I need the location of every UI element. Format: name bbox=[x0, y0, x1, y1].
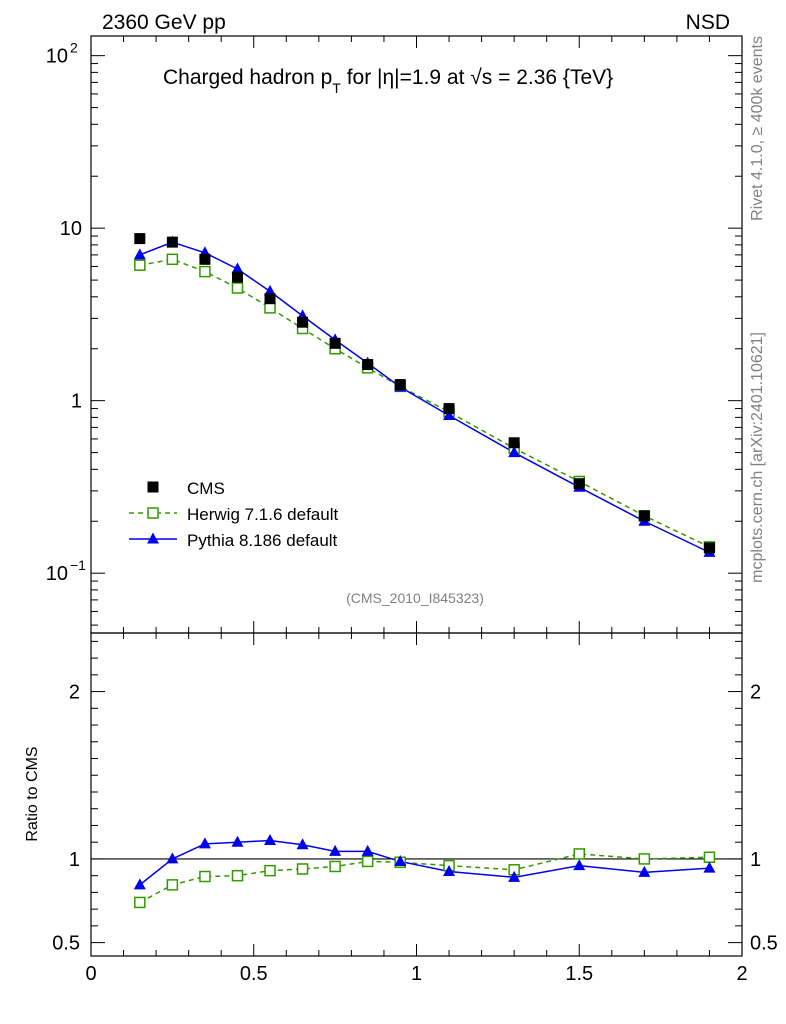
legend-marker-cms bbox=[147, 481, 159, 493]
x-tick-label: 0 bbox=[85, 963, 96, 985]
herwig-ratio-point bbox=[134, 896, 146, 909]
header-right: NSD bbox=[686, 11, 730, 34]
y-tick-label: 10 bbox=[46, 563, 68, 585]
ratio-y-tick-label: 0.5 bbox=[52, 933, 80, 955]
herwig-ratio-point bbox=[199, 870, 211, 883]
pythia-point bbox=[443, 409, 456, 421]
herwig-point bbox=[199, 265, 211, 278]
legend-label-cms: CMS bbox=[187, 479, 225, 498]
cms-point bbox=[264, 293, 276, 305]
cms-point bbox=[638, 510, 650, 522]
legend-marker-herwig bbox=[147, 507, 159, 519]
cms-point bbox=[508, 437, 520, 449]
pythia-ratio-point bbox=[296, 838, 309, 850]
herwig-ratio-point bbox=[361, 855, 374, 868]
pythia-point bbox=[231, 262, 244, 274]
cms-point bbox=[362, 359, 374, 371]
pythia-ratio-point bbox=[231, 835, 244, 847]
pythia-ratio-point bbox=[264, 834, 277, 846]
pythia-point bbox=[264, 284, 277, 296]
pythia-point bbox=[133, 248, 146, 260]
cms-point bbox=[297, 316, 309, 328]
header-left: 2360 GeV pp bbox=[102, 11, 226, 34]
herwig-main-line bbox=[139, 258, 710, 548]
pythia-point bbox=[508, 446, 521, 458]
legend-label-pythia: Pythia 8.186 default bbox=[187, 531, 338, 550]
x-tick-label: 1 bbox=[411, 963, 422, 985]
herwig-ratio-point bbox=[638, 853, 651, 865]
y-tick-label: 10 bbox=[46, 46, 68, 68]
herwig-ratio-point bbox=[264, 864, 276, 877]
legend-label-herwig: Herwig 7.1.6 default bbox=[187, 505, 338, 524]
pythia-ratio-point bbox=[508, 870, 521, 882]
cms-point bbox=[573, 478, 585, 490]
pythia-ratio-point bbox=[133, 878, 146, 890]
x-tick-label: 0.5 bbox=[240, 963, 268, 985]
ratio-y-axis-label: Ratio to CMS bbox=[24, 746, 41, 841]
herwig-ratio-point bbox=[329, 860, 341, 873]
rivet-label: Rivet 4.1.0, ≥ 400k events bbox=[749, 36, 766, 221]
cms-point bbox=[329, 337, 341, 349]
cms-point bbox=[443, 403, 455, 415]
y-tick-label: 1 bbox=[71, 391, 82, 413]
mcplots-label: mcplots.cern.ch [arXiv:2401.10621] bbox=[749, 332, 766, 583]
herwig-point bbox=[166, 253, 179, 266]
cms-point bbox=[394, 379, 406, 391]
cms-point bbox=[199, 253, 211, 265]
cms-point bbox=[166, 236, 178, 248]
y-tick-label: 10 bbox=[60, 218, 82, 240]
chart-title: Charged hadron pT for |η|=1.9 at √s = 2.… bbox=[163, 66, 613, 96]
ratio-y-tick-label: 2 bbox=[69, 682, 80, 704]
herwig-ratio-point bbox=[166, 879, 179, 891]
x-tick-label: 1.5 bbox=[565, 963, 593, 985]
pythia-ratio-point bbox=[166, 852, 179, 864]
pythia-ratio-point bbox=[394, 854, 407, 866]
herwig-ratio-point bbox=[296, 863, 309, 875]
ratio-plot-frame bbox=[90, 632, 743, 957]
cms-point bbox=[134, 233, 146, 245]
herwig-ratio-point bbox=[231, 869, 244, 882]
herwig-point bbox=[264, 302, 276, 314]
y-tick-exponent: −1 bbox=[70, 557, 86, 573]
herwig-ratio-line bbox=[139, 853, 710, 904]
pythia-ratio-line bbox=[139, 839, 710, 886]
herwig-point bbox=[231, 282, 244, 294]
x-tick-label: 2 bbox=[736, 963, 747, 985]
analysis-id: (CMS_2010_I845323) bbox=[346, 590, 484, 606]
pythia-ratio-point bbox=[198, 837, 211, 849]
herwig-ratio-point bbox=[703, 851, 716, 864]
herwig-ratio-point bbox=[573, 848, 585, 860]
pythia-ratio-point bbox=[361, 844, 374, 856]
ratio-y-tick-label: 1 bbox=[69, 849, 80, 871]
legend-marker-pythia bbox=[147, 532, 159, 544]
ratio-y-tick-label-right: 2 bbox=[750, 682, 761, 704]
pythia-ratio-point bbox=[329, 844, 342, 856]
herwig-point bbox=[134, 259, 146, 271]
pythia-ratio-point bbox=[638, 865, 651, 877]
ratio-y-tick-label-right: 1 bbox=[750, 849, 761, 871]
ratio-y-tick-label-right: 0.5 bbox=[750, 933, 778, 955]
cms-point bbox=[703, 542, 715, 554]
pythia-ratio-point bbox=[573, 859, 586, 871]
pythia-ratio-point bbox=[703, 861, 716, 873]
cms-point bbox=[231, 271, 243, 283]
y-tick-exponent: 2 bbox=[70, 40, 78, 56]
pythia-ratio-point bbox=[443, 864, 456, 876]
